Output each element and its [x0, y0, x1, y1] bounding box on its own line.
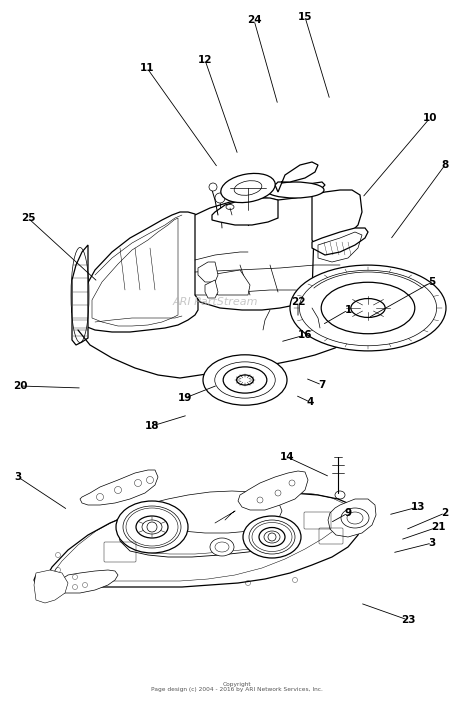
Polygon shape [34, 493, 362, 587]
Text: 7: 7 [319, 380, 326, 390]
Ellipse shape [351, 299, 385, 318]
Text: 15: 15 [298, 12, 312, 22]
Text: Copyright
Page design (c) 2004 - 2016 by ARI Network Services, Inc.: Copyright Page design (c) 2004 - 2016 by… [151, 682, 323, 692]
Polygon shape [140, 491, 282, 533]
Polygon shape [328, 499, 376, 537]
Text: 13: 13 [411, 502, 425, 512]
Polygon shape [238, 471, 308, 510]
Circle shape [215, 193, 225, 203]
Ellipse shape [266, 182, 324, 198]
Polygon shape [195, 192, 315, 310]
Text: ARI PartStream: ARI PartStream [173, 297, 258, 307]
Circle shape [268, 533, 276, 541]
Text: 25: 25 [21, 213, 35, 223]
Polygon shape [58, 570, 118, 593]
Text: 24: 24 [246, 15, 261, 25]
Ellipse shape [321, 283, 415, 334]
Text: 3: 3 [14, 472, 22, 482]
Text: 3: 3 [428, 538, 436, 548]
Ellipse shape [290, 265, 446, 351]
Polygon shape [275, 162, 318, 192]
Text: 12: 12 [198, 55, 212, 65]
Polygon shape [312, 228, 368, 255]
Text: 4: 4 [306, 397, 314, 407]
Polygon shape [312, 190, 362, 245]
Polygon shape [72, 212, 198, 332]
Polygon shape [212, 198, 278, 225]
Text: 22: 22 [291, 297, 305, 307]
Circle shape [147, 522, 157, 532]
Text: 14: 14 [280, 452, 294, 462]
Ellipse shape [223, 367, 267, 393]
Text: 1: 1 [345, 305, 352, 315]
Text: 5: 5 [428, 277, 436, 287]
Ellipse shape [210, 538, 234, 556]
Ellipse shape [203, 355, 287, 405]
Circle shape [209, 183, 217, 191]
Polygon shape [210, 270, 250, 295]
Ellipse shape [116, 501, 188, 553]
Polygon shape [198, 262, 218, 282]
Text: 23: 23 [401, 615, 415, 625]
Ellipse shape [136, 516, 168, 538]
Text: 9: 9 [345, 508, 352, 518]
Polygon shape [260, 182, 325, 200]
Text: 18: 18 [145, 421, 159, 431]
Polygon shape [205, 280, 218, 298]
Ellipse shape [243, 516, 301, 558]
Text: 8: 8 [441, 160, 448, 170]
Text: 20: 20 [13, 381, 27, 391]
Text: 2: 2 [441, 508, 448, 518]
Polygon shape [72, 245, 88, 345]
Ellipse shape [259, 527, 285, 546]
Polygon shape [80, 470, 158, 505]
Ellipse shape [221, 174, 275, 202]
Text: 19: 19 [178, 393, 192, 403]
Ellipse shape [237, 375, 254, 385]
Text: 10: 10 [423, 113, 437, 123]
Text: 21: 21 [431, 522, 445, 532]
Text: 11: 11 [140, 63, 154, 73]
Polygon shape [34, 570, 68, 603]
Ellipse shape [142, 520, 162, 534]
Ellipse shape [341, 508, 369, 528]
Text: 16: 16 [298, 330, 312, 340]
